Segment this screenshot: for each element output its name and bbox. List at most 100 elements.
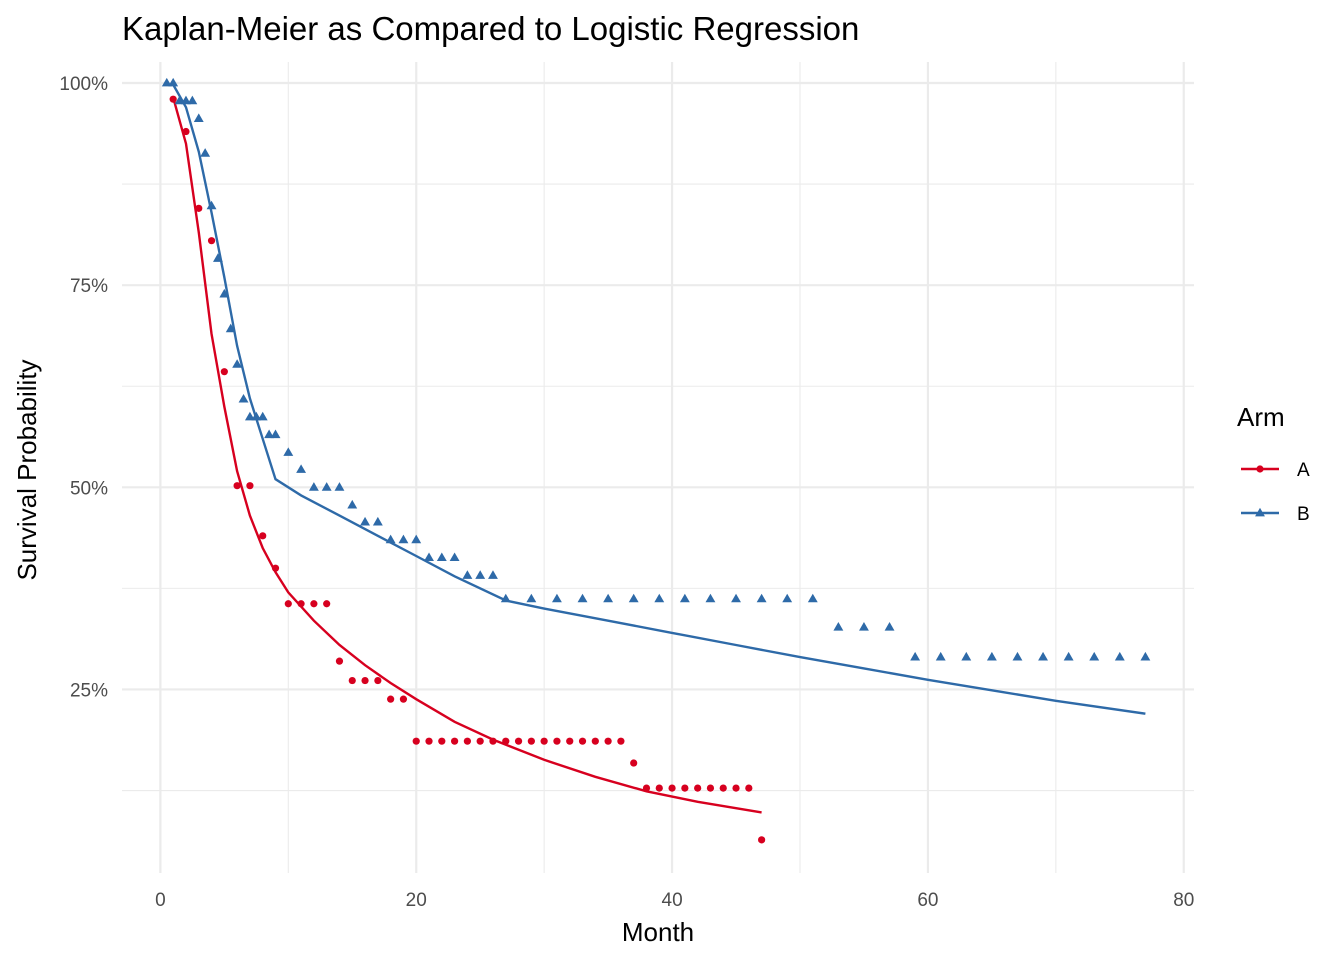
legend-title: Arm bbox=[1237, 402, 1285, 432]
grid bbox=[122, 62, 1194, 873]
point-B bbox=[244, 411, 255, 421]
series-layer bbox=[161, 77, 1151, 844]
legend-key-B: B bbox=[1241, 504, 1310, 525]
point-B bbox=[961, 651, 972, 661]
point-B bbox=[1038, 651, 1048, 661]
point-B bbox=[206, 200, 217, 210]
point-B bbox=[884, 621, 895, 631]
legend: Arm AB bbox=[1237, 402, 1310, 525]
point-A bbox=[758, 836, 766, 844]
point-B bbox=[225, 323, 236, 333]
point-A bbox=[451, 737, 459, 745]
y-tick-label: 25% bbox=[70, 680, 108, 701]
point-A bbox=[195, 204, 203, 212]
point-B bbox=[577, 593, 588, 603]
point-A bbox=[361, 676, 369, 685]
point-A bbox=[732, 784, 740, 792]
point-A bbox=[489, 737, 497, 745]
point-B bbox=[500, 593, 511, 603]
point-B bbox=[308, 482, 319, 491]
point-B bbox=[475, 570, 486, 579]
point-B bbox=[283, 447, 294, 456]
fit-line-A bbox=[172, 97, 762, 814]
point-B bbox=[910, 651, 921, 661]
series-A bbox=[169, 95, 766, 844]
point-A bbox=[681, 784, 689, 792]
point-B bbox=[782, 593, 793, 603]
point-B bbox=[200, 148, 211, 157]
point-B bbox=[238, 393, 249, 403]
point-B bbox=[264, 429, 275, 439]
point-A bbox=[578, 737, 587, 745]
point-A bbox=[220, 368, 228, 376]
chart-title: Kaplan-Meier as Compared to Logistic Reg… bbox=[122, 10, 859, 47]
point-A bbox=[706, 784, 715, 792]
x-tick-label: 0 bbox=[155, 890, 166, 911]
legend-marker-B bbox=[1255, 507, 1265, 517]
point-B bbox=[488, 570, 498, 579]
fit-line-B bbox=[172, 84, 1146, 715]
point-B bbox=[654, 593, 665, 603]
point-A bbox=[604, 737, 612, 745]
point-A bbox=[348, 676, 356, 685]
point-B bbox=[449, 552, 460, 562]
point-A bbox=[591, 737, 599, 745]
point-A bbox=[719, 784, 727, 792]
point-B bbox=[526, 593, 537, 603]
point-B bbox=[398, 534, 409, 544]
point-A bbox=[399, 695, 408, 703]
point-A bbox=[694, 784, 702, 792]
point-A bbox=[617, 737, 625, 745]
point-A bbox=[425, 737, 433, 745]
point-A bbox=[655, 784, 663, 792]
point-B bbox=[1140, 651, 1151, 661]
point-A bbox=[335, 657, 344, 665]
point-B bbox=[187, 95, 198, 105]
point-A bbox=[642, 784, 651, 792]
point-B bbox=[462, 570, 473, 579]
y-tick-label: 50% bbox=[70, 478, 108, 499]
point-A bbox=[310, 600, 318, 608]
point-A bbox=[476, 737, 484, 745]
y-axis-title: Survival Probability bbox=[12, 359, 42, 580]
point-A bbox=[668, 784, 676, 792]
point-A bbox=[284, 600, 292, 608]
legend-key-A: A bbox=[1241, 460, 1310, 481]
point-A bbox=[323, 600, 331, 608]
point-A bbox=[374, 676, 382, 685]
point-B bbox=[193, 113, 204, 122]
x-axis-title: Month bbox=[622, 917, 694, 947]
point-A bbox=[169, 95, 177, 103]
point-A bbox=[514, 737, 523, 745]
point-B bbox=[161, 77, 172, 87]
point-A bbox=[271, 564, 280, 572]
point-B bbox=[251, 411, 262, 421]
point-A bbox=[630, 759, 638, 767]
point-A bbox=[553, 737, 561, 745]
y-tick-label: 75% bbox=[70, 276, 108, 297]
point-B bbox=[935, 651, 946, 661]
point-B bbox=[731, 593, 741, 603]
legend-keys: AB bbox=[1241, 460, 1310, 525]
y-tick-label: 100% bbox=[59, 74, 108, 95]
point-B bbox=[1089, 651, 1100, 661]
x-tick-label: 40 bbox=[662, 890, 683, 911]
point-A bbox=[207, 237, 216, 245]
point-B bbox=[1012, 651, 1023, 661]
point-B bbox=[859, 621, 869, 631]
point-B bbox=[174, 95, 185, 105]
point-B bbox=[168, 77, 179, 87]
point-A bbox=[233, 482, 241, 490]
legend-label-B: B bbox=[1297, 504, 1310, 525]
point-A bbox=[745, 784, 753, 792]
point-B bbox=[603, 593, 614, 603]
point-B bbox=[986, 651, 997, 661]
point-B bbox=[679, 593, 690, 603]
point-B bbox=[372, 516, 383, 526]
point-B bbox=[411, 534, 422, 544]
point-B bbox=[257, 411, 268, 421]
axes: 0 20 40 60 80 25% 50% 75% 100% bbox=[59, 74, 1194, 911]
legend-label-A: A bbox=[1297, 460, 1310, 481]
point-B bbox=[321, 482, 332, 491]
point-B bbox=[436, 552, 447, 562]
